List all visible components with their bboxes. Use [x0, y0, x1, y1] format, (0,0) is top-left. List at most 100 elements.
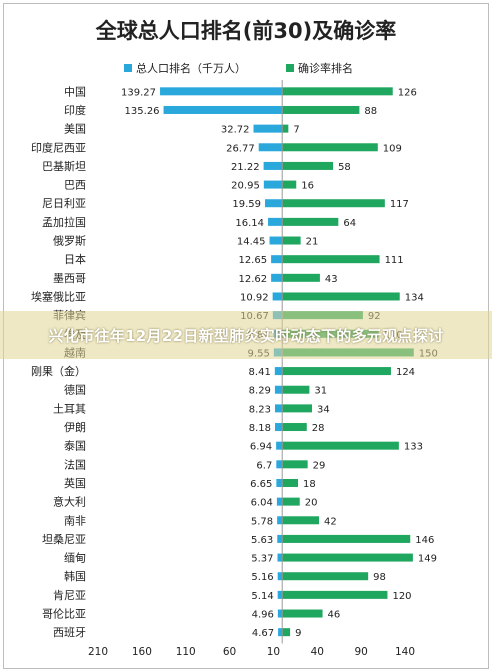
category-label: 哥伦比亚 [42, 607, 86, 621]
data-label-population: 8.23 [249, 404, 271, 415]
bar-population [278, 628, 283, 637]
data-label-rank: 111 [385, 255, 404, 266]
data-label-population: 8.18 [249, 423, 271, 434]
bar-rank [282, 553, 413, 562]
category-label: 肯尼亚 [53, 589, 86, 602]
legend-swatch-population [124, 64, 132, 72]
axis-tick-label: 160 [132, 646, 152, 658]
category-label: 中国 [64, 85, 86, 98]
category-label: 印度 [64, 103, 86, 117]
bar-population [276, 460, 283, 469]
data-label-rank: 21 [306, 237, 319, 248]
bar-rank [282, 441, 399, 450]
bar-rank [282, 497, 300, 506]
axis-tick-label: 210 [88, 646, 108, 658]
category-label: 俄罗斯 [53, 235, 86, 248]
bar-rank [282, 460, 308, 469]
axis-tick-label: 90 [354, 646, 367, 658]
category-label: 伊朗 [64, 421, 86, 434]
data-label-population: 4.96 [252, 610, 274, 621]
category-label: 刚果（金） [31, 364, 86, 378]
data-label-rank: 98 [373, 572, 386, 583]
category-label: 法国 [64, 457, 86, 471]
bar-rank [282, 217, 339, 226]
data-label-rank: 18 [303, 479, 316, 490]
bar-population [275, 423, 283, 432]
bar-rank [282, 273, 320, 282]
category-label: 南非 [64, 514, 86, 527]
bar-population [274, 367, 283, 376]
bar-rank [282, 105, 360, 114]
category-label: 英国 [64, 476, 86, 490]
data-label-rank: 126 [398, 87, 417, 98]
data-label-population: 10.92 [240, 292, 269, 303]
bar-population [160, 87, 283, 96]
data-label-rank: 134 [405, 292, 424, 303]
category-label: 缅甸 [64, 551, 86, 565]
data-label-population: 32.72 [221, 125, 250, 136]
category-label: 埃塞俄比亚 [31, 289, 86, 303]
chart-title: 全球总人口排名(前30)及确诊率 [95, 19, 396, 43]
data-label-population: 5.16 [251, 572, 273, 583]
data-label-rank: 28 [312, 423, 325, 434]
data-label-rank: 42 [324, 516, 337, 527]
category-label: 坦桑尼亚 [42, 532, 86, 546]
data-label-rank: 43 [325, 274, 338, 285]
axis-tick-label: 110 [176, 646, 196, 658]
bar-population [258, 143, 283, 152]
bar-population [271, 273, 283, 282]
data-label-rank: 146 [415, 535, 434, 546]
data-label-population: 139.27 [121, 87, 156, 98]
data-label-rank: 46 [328, 610, 341, 621]
bar-rank [282, 478, 298, 487]
data-label-population: 135.26 [125, 106, 160, 117]
data-label-population: 5.78 [251, 516, 273, 527]
data-label-population: 5.37 [251, 554, 273, 565]
bar-population [274, 385, 283, 394]
bar-rank [282, 628, 291, 637]
category-label: 日本 [64, 252, 86, 266]
bar-population [277, 572, 283, 581]
data-label-population: 5.63 [251, 535, 273, 546]
data-label-rank: 117 [390, 199, 409, 210]
axis-tick-label: 10 [267, 646, 280, 658]
bar-rank [282, 385, 310, 394]
data-label-population: 12.62 [238, 274, 267, 285]
category-label: 美国 [64, 123, 86, 136]
category-label: 土耳其 [53, 402, 86, 415]
bar-population [271, 255, 283, 264]
bar-population [268, 217, 283, 226]
legend-label-rank: 确诊率排名 [298, 61, 353, 75]
bar-population [277, 534, 283, 543]
bar-population [269, 236, 283, 245]
data-label-rank: 133 [404, 442, 423, 453]
axis-tick-label: 40 [311, 646, 324, 658]
overlay-caption: 兴化市往年12月22日新型肺炎实时动态下的多元观点探讨 [48, 326, 444, 345]
data-label-population: 20.95 [231, 181, 260, 192]
bar-rank [282, 87, 393, 96]
bar-rank [282, 367, 391, 376]
bar-rank [282, 255, 380, 264]
bar-rank [282, 516, 320, 525]
bar-rank [282, 161, 334, 170]
bar-population [277, 590, 283, 599]
data-label-rank: 34 [317, 404, 330, 415]
bar-population [263, 161, 283, 170]
category-label: 韩国 [64, 569, 86, 583]
category-label: 印度尼西亚 [31, 140, 86, 154]
bar-rank [282, 292, 400, 301]
bar-population [276, 478, 283, 487]
bar-population [263, 180, 283, 189]
bar-rank [282, 124, 289, 133]
data-label-rank: 88 [364, 106, 377, 117]
data-label-rank: 29 [313, 460, 326, 471]
category-label: 尼日利亚 [42, 197, 86, 210]
data-label-population: 16.14 [235, 218, 264, 229]
category-label: 墨西哥 [53, 272, 86, 285]
bar-population [253, 124, 283, 133]
data-label-rank: 120 [392, 591, 411, 602]
data-label-population: 19.59 [232, 199, 261, 210]
data-label-rank: 109 [383, 143, 402, 154]
bar-rank [282, 180, 297, 189]
data-label-rank: 124 [396, 367, 415, 378]
